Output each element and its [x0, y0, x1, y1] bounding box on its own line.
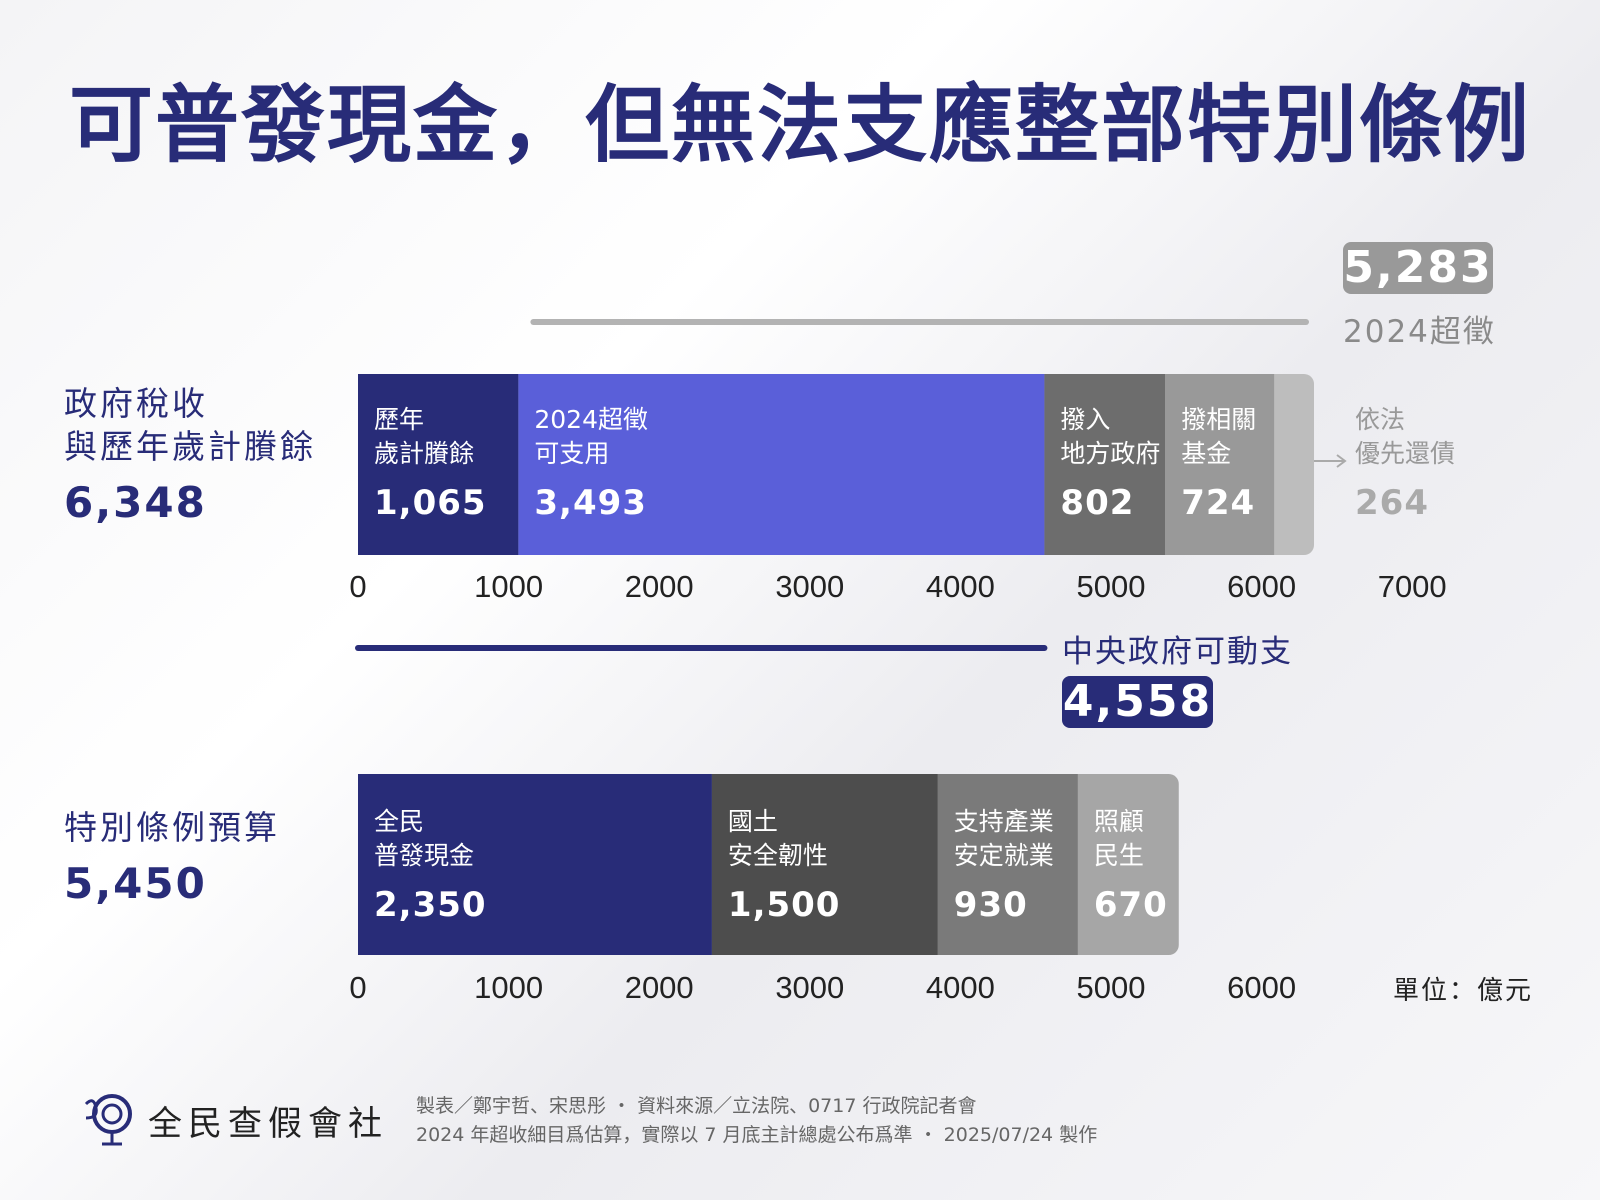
- top-row-total: 6,348: [64, 478, 207, 527]
- bottom-row-label-line1: 特別條例預算: [64, 808, 280, 847]
- bottom-segment-3: [937, 774, 1078, 955]
- bottom-seg-label-1-b: 普發現金: [374, 841, 474, 870]
- bottom-seg-label-4-a: 照顧: [1094, 807, 1144, 836]
- credits-line2: 2024 年超收細目爲估算，實際以 7 月底主計總處公布爲準 ・ 2025/07…: [416, 1124, 1098, 1146]
- bottom-axis-tick-5000: 5000: [1077, 970, 1146, 1005]
- debt-arrow-head: [1336, 454, 1347, 468]
- bottom-axis-tick-1000: 1000: [474, 970, 543, 1005]
- central-gov-label: 中央政府可動支: [1062, 634, 1293, 670]
- top-seg-label-2-b: 可支用: [534, 439, 609, 468]
- top-row-label: 政府稅收 與歷年歲計賸餘 6,348: [64, 382, 316, 527]
- top-seg-label-5-a: 依法: [1355, 405, 1405, 434]
- bottom-seg-value-4: 670: [1094, 885, 1168, 925]
- bottom-segment-4: [1077, 774, 1169, 955]
- bottom-seg-value-1: 2,350: [374, 885, 487, 925]
- top-seg-label-3-a: 撥入: [1060, 405, 1110, 434]
- bottom-row-label: 特別條例預算 5,450: [64, 806, 280, 908]
- top-axis-tick-6000: 6000: [1227, 569, 1296, 604]
- top-seg-label-5-b: 優先還債: [1355, 439, 1455, 468]
- top-seg-label-1-b: 歲計賸餘: [374, 439, 474, 468]
- overcollection-value-badge: 5,283: [1343, 242, 1493, 294]
- top-seg-label-4-b: 基金: [1181, 439, 1231, 468]
- top-axis-tick-3000: 3000: [775, 569, 844, 604]
- bottom-seg-value-3: 930: [954, 885, 1028, 925]
- bottom-seg-label-1-a: 全民: [374, 807, 424, 836]
- central-gov-value-badge: 4,558: [1062, 676, 1213, 728]
- bottom-axis-tick-0: 0: [349, 970, 366, 1005]
- top-axis-tick-0: 0: [349, 569, 366, 604]
- logo-icon: [84, 1094, 132, 1146]
- bottom-seg-label-3-b: 安定就業: [954, 841, 1054, 870]
- top-seg-label-1-a: 歷年: [374, 405, 424, 434]
- bottom-row-total: 5,450: [64, 859, 207, 908]
- top-segment-3: [1044, 374, 1166, 555]
- footer-logo: 全民查假會社: [80, 1092, 388, 1148]
- bottom-axis-tick-6000: 6000: [1227, 970, 1296, 1005]
- top-axis-tick-4000: 4000: [926, 569, 995, 604]
- bottom-axis-tick-4000: 4000: [926, 970, 995, 1005]
- top-axis-tick-7000: 7000: [1378, 569, 1447, 604]
- top-seg-value-5: 264: [1355, 483, 1429, 523]
- top-row-label-line2: 與歷年歲計賸餘: [64, 427, 316, 466]
- top-seg-value-3: 802: [1060, 483, 1134, 523]
- top-seg-label-3-b: 地方政府: [1060, 439, 1160, 468]
- bottom-seg-label-3-a: 支持產業: [954, 807, 1054, 836]
- top-seg-value-4: 724: [1181, 483, 1255, 523]
- credits-line1: 製表／鄭宇哲、宋思彤 ・ 資料來源／立法院、0717 行政院記者會: [416, 1095, 977, 1117]
- bottom-axis-tick-2000: 2000: [625, 970, 694, 1005]
- footer-credits: 製表／鄭宇哲、宋思彤 ・ 資料來源／立法院、0717 行政院記者會 2024 年…: [416, 1092, 1097, 1150]
- unit-label: 單位：億元: [1393, 976, 1534, 1006]
- bottom-seg-label-2-a: 國土: [728, 807, 778, 836]
- top-row-label-line1: 政府稅收: [64, 384, 208, 423]
- top-axis-tick-1000: 1000: [474, 569, 543, 604]
- top-segment-4: [1165, 374, 1275, 555]
- top-axis-tick-5000: 5000: [1077, 569, 1146, 604]
- top-segment-2: [518, 374, 1045, 555]
- bottom-segment-2: [711, 774, 938, 955]
- bottom-seg-value-2: 1,500: [728, 885, 841, 925]
- top-axis-tick-2000: 2000: [625, 569, 694, 604]
- bottom-seg-label-2-b: 安全韌性: [728, 841, 828, 870]
- top-segment-1: [358, 374, 519, 555]
- top-seg-value-1: 1,065: [374, 483, 487, 523]
- top-segment-5: [1274, 374, 1305, 555]
- bottom-seg-label-4-b: 民生: [1094, 841, 1144, 870]
- top-seg-label-4-a: 撥相關: [1181, 405, 1256, 434]
- page-title: 可普發現金，但無法支應整部特別條例: [68, 76, 1531, 174]
- bottom-segment-1: [358, 774, 712, 955]
- top-seg-value-2: 3,493: [534, 483, 647, 523]
- logo-text: 全民查假會社: [148, 1103, 388, 1144]
- overcollection-label: 2024超徵: [1343, 314, 1496, 350]
- top-seg-label-2-a: 2024超徵: [534, 405, 648, 434]
- bottom-axis-tick-3000: 3000: [775, 970, 844, 1005]
